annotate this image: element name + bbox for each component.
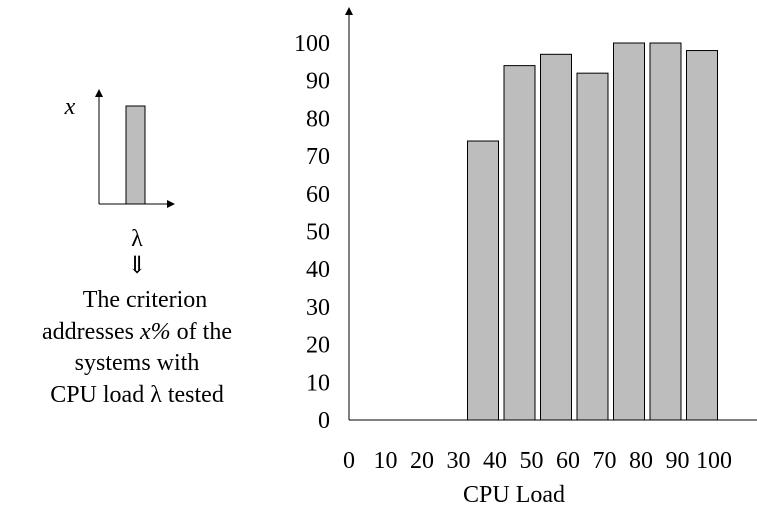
legend-text-line4: CPU load λ tested: [50, 382, 224, 408]
legend-bar: [125, 105, 146, 205]
x-tick-label-50: 50: [520, 448, 544, 474]
x-tick-label-80: 80: [629, 448, 653, 474]
y-tick-label-30: 30: [306, 295, 330, 321]
legend-text-line2-after: of the: [171, 319, 232, 345]
bars-group: [467, 42, 718, 421]
y-tick-label-90: 90: [306, 69, 330, 95]
x-tick-label-30: 30: [447, 448, 471, 474]
legend-mini-chart: x λ ⇓: [64, 89, 175, 279]
legend-text-line2-before: addresses: [42, 319, 140, 345]
legend-down-arrow: ⇓: [127, 253, 147, 279]
bar-30: [467, 140, 499, 421]
x-tick-label-70: 70: [593, 448, 617, 474]
bar-80: [649, 42, 682, 421]
x-tick-label-40: 40: [483, 448, 507, 474]
x-axis-label: CPU Load: [463, 482, 565, 508]
x-tick-label-10: 10: [374, 448, 398, 474]
y-tick-label-70: 70: [306, 144, 330, 170]
legend-text-line1: The criterion: [83, 287, 208, 313]
bar-60: [576, 72, 609, 421]
y-tick-label-10: 10: [306, 370, 330, 396]
bar-70: [613, 42, 645, 421]
legend-lambda-symbol: λ: [131, 226, 143, 252]
legend-explanation: The criterion addresses x% of the system…: [42, 287, 232, 408]
bar-50: [540, 53, 572, 421]
y-tick-label-0: 0: [318, 408, 330, 434]
bar-40: [503, 65, 536, 421]
legend-text-line3: systems with: [75, 350, 200, 376]
x-tick-label-100: 100: [696, 448, 732, 474]
y-tick-labels: 0 10 20 30 40 50 60 70 80 90 100: [294, 31, 330, 434]
y-tick-label-60: 60: [306, 182, 330, 208]
x-tick-label-60: 60: [556, 448, 580, 474]
legend-x-symbol: x: [64, 94, 76, 120]
x-tick-label-0: 0: [343, 448, 355, 474]
bar-90: [686, 50, 718, 421]
y-tick-label-20: 20: [306, 333, 330, 359]
legend-text-line2-var: x%: [139, 319, 171, 345]
y-tick-label-50: 50: [306, 220, 330, 246]
y-tick-label-100: 100: [294, 31, 330, 57]
x-tick-labels: 0 10 20 30 40 50 60 70 80 90 100: [343, 448, 732, 474]
y-tick-label-80: 80: [306, 106, 330, 132]
x-tick-label-20: 20: [410, 448, 434, 474]
y-tick-label-40: 40: [306, 257, 330, 283]
x-tick-label-90: 90: [666, 448, 690, 474]
legend-text-line2: addresses x% of the: [42, 319, 232, 345]
